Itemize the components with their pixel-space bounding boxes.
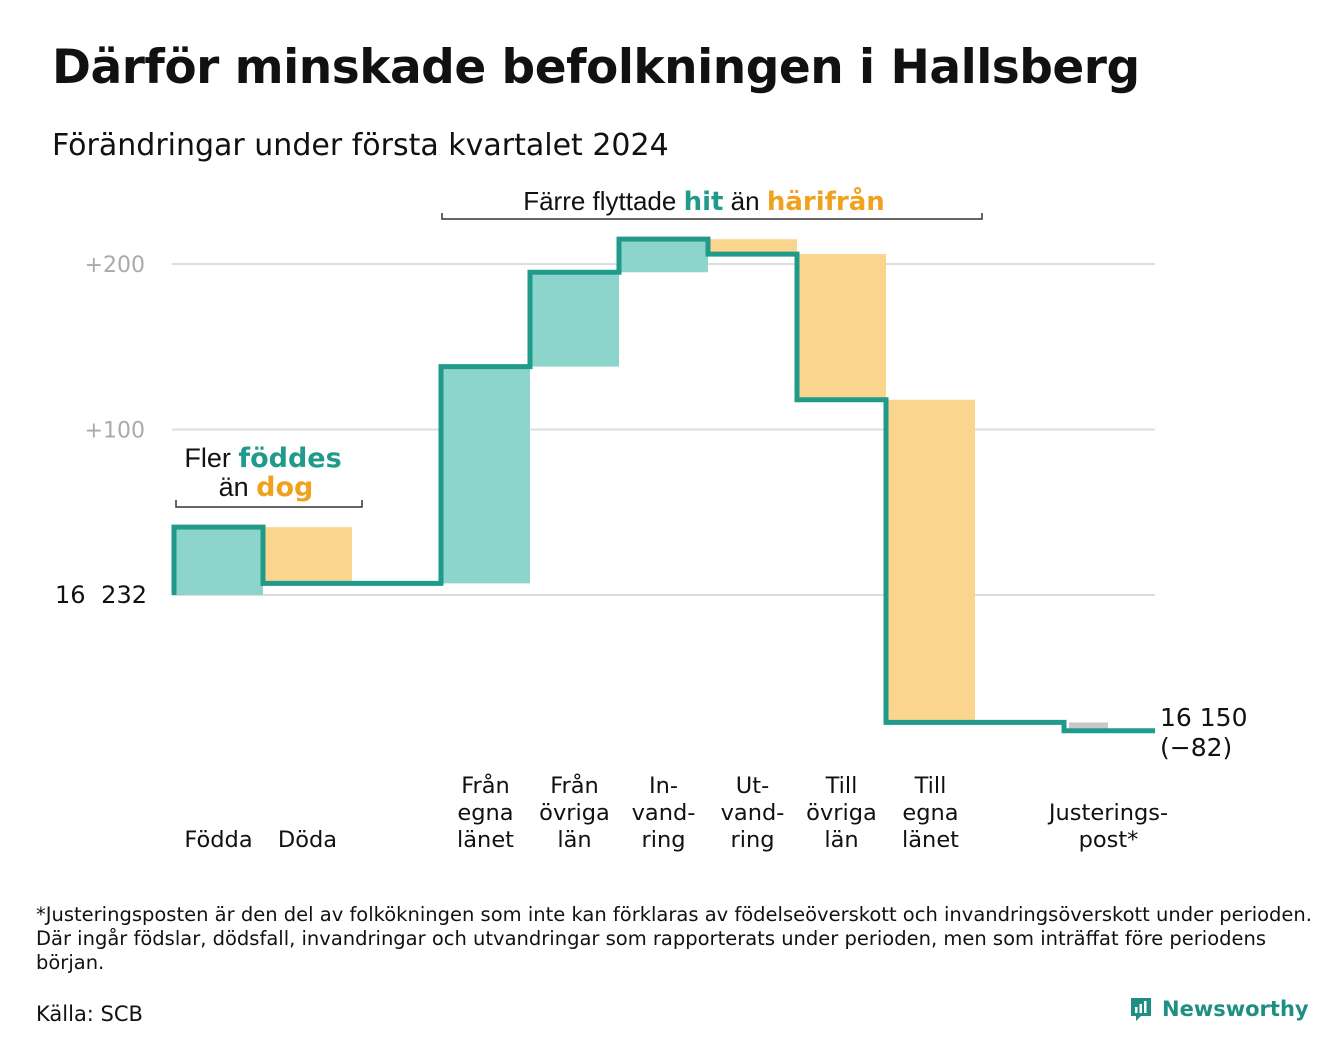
category-label: Från <box>461 771 510 799</box>
category-label: län <box>557 827 591 853</box>
category-label: övriga <box>806 800 877 826</box>
newsworthy-logo-icon <box>1131 998 1151 1021</box>
births-bracket <box>175 500 363 508</box>
category-label: vand- <box>632 800 696 826</box>
moves-annotation: Färre flyttade hit än härifrån <box>523 185 885 217</box>
y-tick-label: +100 <box>85 419 145 444</box>
source-note: Källa: SCB <box>36 1002 143 1026</box>
category-label: Justerings- <box>1047 800 1168 826</box>
chart-title: Därför minskade befolkningen i Hallsberg <box>52 40 1140 95</box>
category-label: Till <box>825 773 858 799</box>
bar <box>530 272 619 367</box>
category-label: Till <box>914 773 947 799</box>
category-label: egna <box>902 800 958 826</box>
category-label: Ut- <box>736 773 769 799</box>
y-axis-ticks: +200 +100 16 232 <box>55 253 147 609</box>
category-label: ring <box>641 827 685 853</box>
births-annotation-line2: än dog <box>219 472 314 503</box>
bar <box>797 254 886 400</box>
moves-bracket <box>441 213 983 220</box>
cumulative-step-line <box>171 236 1155 734</box>
category-label: Från <box>550 771 599 799</box>
bar <box>263 527 352 584</box>
brand-logo: Newsworthy <box>1128 996 1309 1022</box>
end-change-label: (−82) <box>1160 733 1232 762</box>
y-tick-label: +200 <box>85 253 145 278</box>
category-label: vand- <box>721 800 785 826</box>
category-label: Födda <box>184 827 252 853</box>
category-label: post* <box>1079 827 1139 853</box>
chart-subtitle: Förändringar under första kvartalet 2024 <box>52 128 669 163</box>
category-label: Döda <box>278 827 337 853</box>
category-label: egna <box>457 800 513 826</box>
end-value-label: 16 150 <box>1160 703 1247 732</box>
bar <box>708 239 797 255</box>
bar <box>886 399 975 723</box>
category-label: In- <box>649 773 678 799</box>
category-label: länet <box>902 827 959 853</box>
footnote: *Justeringsposten är den del av folkökni… <box>36 903 1312 974</box>
bars <box>174 239 1108 731</box>
bar <box>441 366 530 584</box>
births-annotation-line1: Fler föddes <box>184 443 341 474</box>
category-label: länet <box>457 827 514 853</box>
cumulative-line: 16 150(−82) <box>171 236 1247 762</box>
bar <box>1069 722 1108 731</box>
bar <box>619 239 708 273</box>
start-value-label: 16 232 <box>55 581 147 609</box>
category-label: län <box>824 827 858 853</box>
category-labels: Födda DödaFrånegnalänetFrånövrigalänIn-va… <box>184 771 1168 853</box>
bar <box>174 527 263 595</box>
category-label: övriga <box>539 800 610 826</box>
category-label: ring <box>730 827 774 853</box>
brand-name: Newsworthy <box>1162 997 1309 1021</box>
